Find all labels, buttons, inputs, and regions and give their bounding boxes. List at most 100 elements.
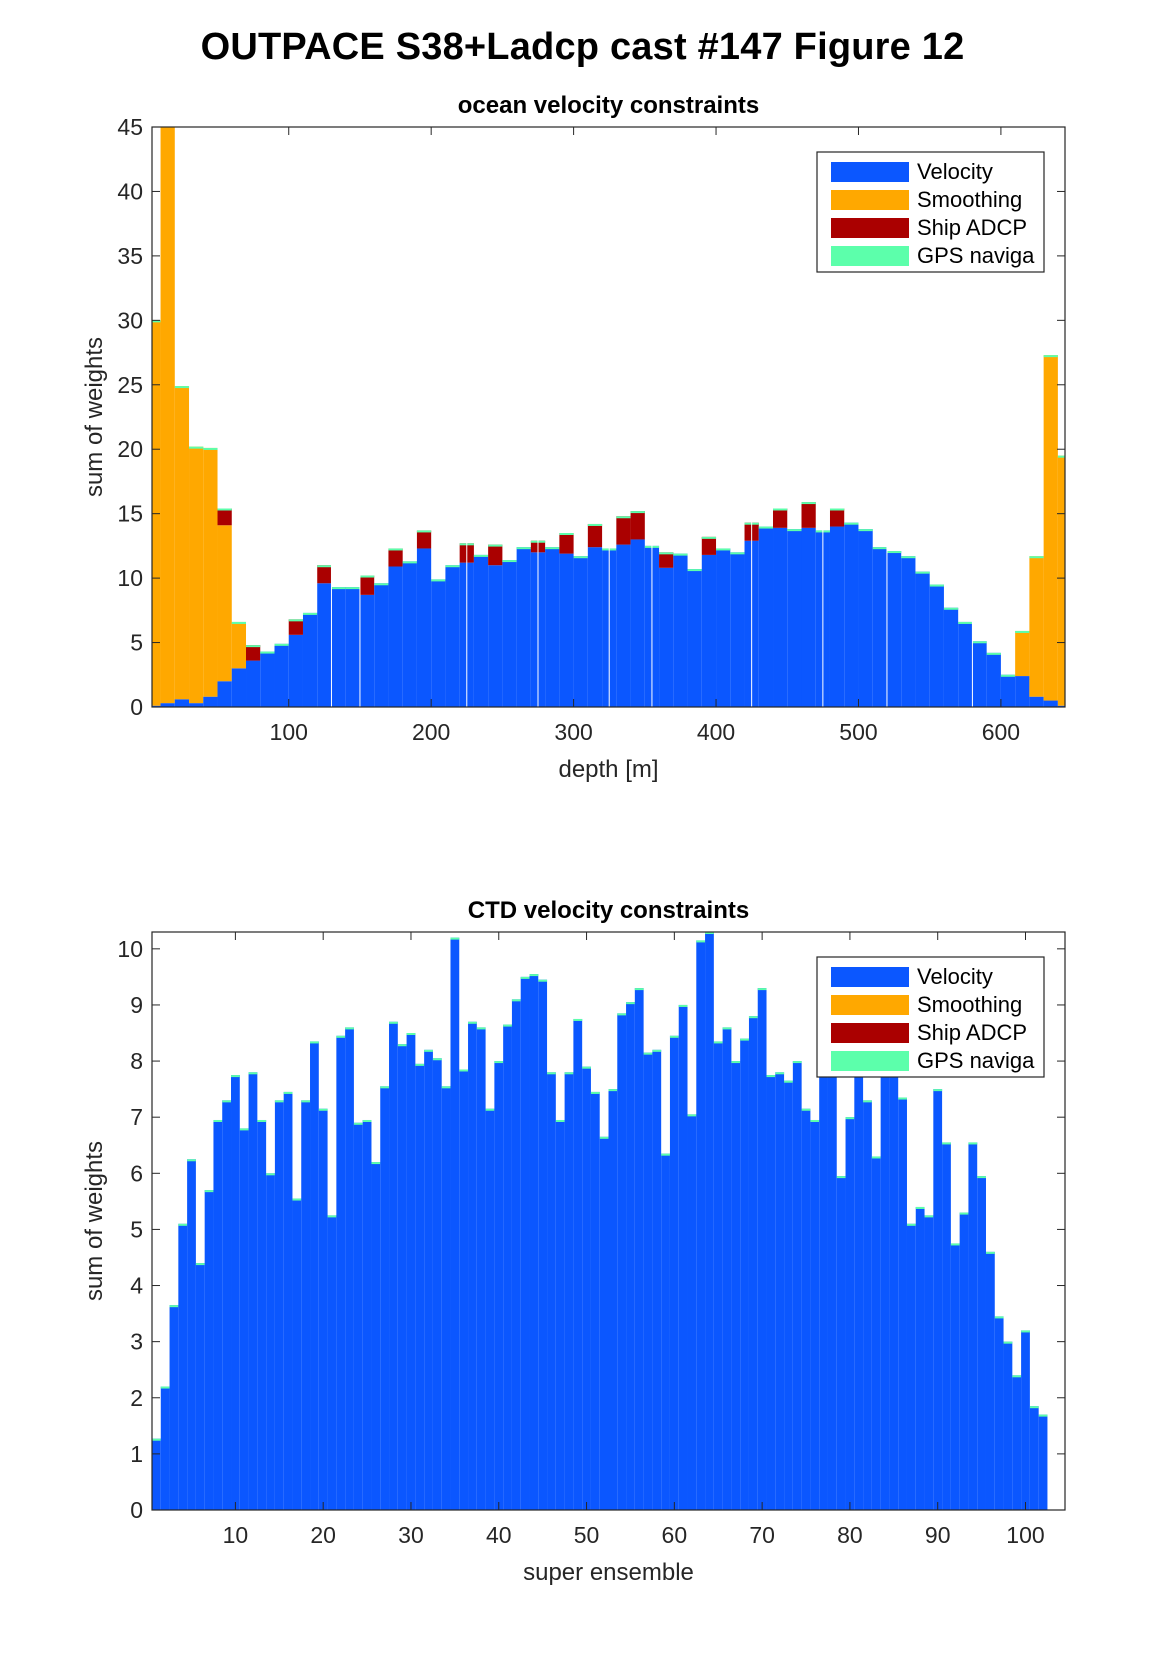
ctd-bar-velocity [555,1119,565,1510]
ocean-y-tick-label: 40 [117,178,143,204]
ocean-bar-velocity [687,569,702,707]
ocean-bar-velocity [431,579,446,707]
ctd-bar-velocity [353,1122,363,1510]
ctd-bar-velocity [476,1027,486,1510]
ocean-legend-swatch [831,246,909,266]
ocean-bar-velocity [231,668,247,707]
ctd-bar-velocity [748,1016,758,1510]
ocean-bar-velocity [758,526,774,707]
ocean-bar-velocity [502,560,517,707]
ocean-bar-velocity [545,547,560,707]
ocean-bars [152,127,1065,707]
ctd-bar-velocity [450,937,460,1510]
ctd-bar-velocity [959,1212,969,1510]
ocean-bar-velocity [587,547,603,707]
ctd-y-tick-label: 5 [130,1216,143,1242]
ctd-legend-label: Ship ADCP [917,1020,1027,1045]
ocean-bar-velocity [174,699,190,707]
ocean-x-tick-label: 300 [554,719,592,745]
ctd-bar-velocity [213,1119,223,1510]
ocean-bar-ship-adcp [829,508,845,527]
ocean-bar-velocity [901,556,916,707]
ocean-legend-swatch [831,218,909,238]
ctd-bar-velocity [863,1100,872,1510]
ocean-bar-velocity [302,612,318,707]
ctd-bar-velocity [705,932,714,1510]
ctd-bar-velocity [459,1069,469,1510]
ocean-chart: 100 200 300 400 500 600 0 5 10 15 20 25 30 35 40 45 ocea… [81,92,1066,783]
ocean-y-tick-label: 25 [117,372,143,398]
ocean-chart-title: ocean velocity constraints [458,92,759,119]
ctd-bar-velocity [424,1049,433,1510]
ctd-bar-velocity [318,1108,328,1510]
ctd-bar-velocity [1029,1406,1039,1510]
ctd-bar-velocity [845,1117,855,1510]
ctd-bar-velocity [283,1091,293,1510]
ocean-bar-velocity [317,583,332,707]
ocean-bar-ship-adcp [488,544,503,566]
ctd-bar-velocity [406,1033,416,1510]
ctd-x-tick-label: 100 [1006,1522,1044,1548]
ctd-y-tick-label: 2 [130,1385,143,1411]
ctd-bar-velocity [538,979,548,1510]
ocean-bar-velocity [730,552,745,707]
ctd-y-tick-label: 6 [130,1160,143,1186]
ctd-bar-velocity [178,1223,188,1510]
ctd-bar-velocity [511,999,521,1510]
ocean-bar-velocity [801,527,816,707]
ocean-bar-ship-adcp [701,536,717,555]
ocean-bar-velocity [516,547,531,707]
ctd-y-tick-label: 7 [130,1104,143,1130]
ocean-bar-ship-adcp [317,565,332,584]
ocean-bar-ship-adcp [359,575,375,595]
ctd-bar-velocity [713,1041,723,1510]
ocean-bar-velocity [402,561,417,707]
ctd-x-tick-label: 40 [486,1522,512,1548]
ctd-x-tick-label: 10 [223,1522,249,1548]
ocean-bar-velocity [374,583,389,707]
ctd-bar-velocity [310,1041,319,1510]
ocean-bar-velocity [701,554,717,707]
ctd-bar-velocity [880,1063,890,1510]
ocean-bar-velocity [288,634,303,707]
ctd-bar-velocity [573,1018,583,1510]
ctd-axes-box [151,931,1066,1511]
ocean-bar-velocity [1015,676,1030,707]
ctd-bar-velocity [792,1061,802,1510]
ctd-bar-velocity [933,1089,943,1510]
ctd-bar-velocity [248,1072,258,1510]
ocean-bar-velocity [659,567,674,707]
ctd-bar-velocity [397,1044,407,1510]
ctd-bar-velocity [327,1215,337,1510]
ocean-y-tick-label: 5 [130,630,143,656]
ocean-bar-velocity [787,529,802,707]
ocean-bar-velocity [972,641,987,707]
ocean-x-tick-label: 100 [270,719,308,745]
ctd-bar-velocity [871,1156,881,1510]
ctd-bar-velocity [590,1091,600,1510]
ctd-bar-velocity [441,1086,451,1510]
ocean-bar-ship-adcp [217,508,232,526]
ctd-bar-velocity [915,1206,925,1510]
ctd-y-tick-label: 10 [117,936,143,962]
ocean-bar-ship-adcp [587,523,603,548]
ctd-bar-velocity [195,1263,205,1510]
ocean-bar-smoothing [152,320,161,706]
ctd-bar-velocity [362,1119,372,1510]
ocean-bar-velocity [217,681,232,707]
ctd-x-axis-label: super ensemble [523,1559,694,1586]
ocean-y-tick-label: 35 [117,243,143,269]
ctd-bar-velocity [661,1153,670,1510]
ctd-bar-velocity [494,1061,504,1510]
ocean-legend-swatch [831,190,909,210]
ctd-bar-velocity [643,1052,653,1510]
ctd-bar-velocity [547,1072,556,1510]
ctd-x-tick-label: 90 [925,1522,951,1548]
ocean-bar-velocity [1000,674,1016,707]
ctd-bar-velocity [169,1305,179,1510]
ctd-bar-velocity [485,1108,495,1510]
ctd-bar-velocity [1038,1414,1048,1510]
ocean-bar-ship-adcp [288,619,303,635]
ctd-bar-velocity [380,1086,390,1510]
ocean-x-tick-label: 200 [412,719,450,745]
